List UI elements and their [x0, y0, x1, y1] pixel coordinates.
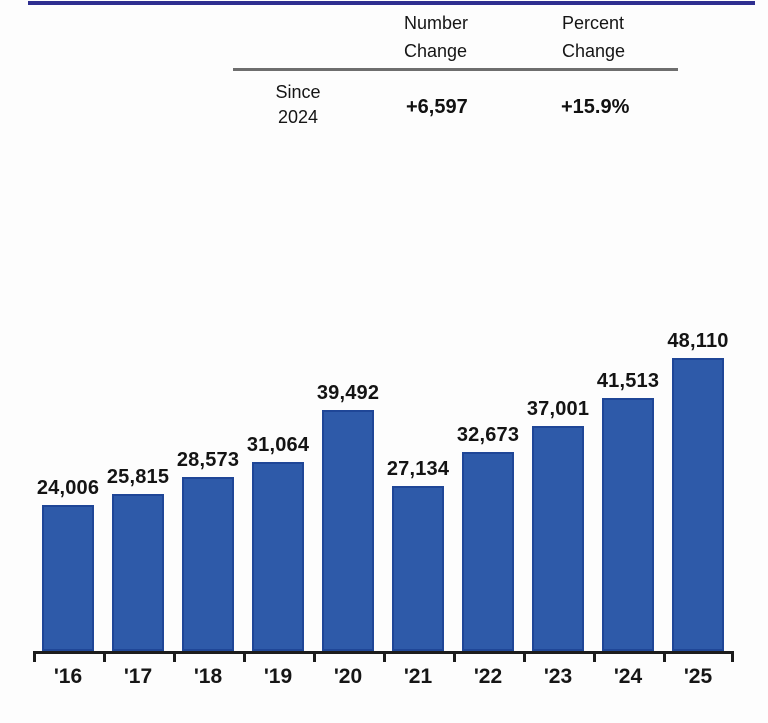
number-change-value: +6,597: [406, 96, 468, 118]
x-axis-year-label: '22: [473, 665, 503, 688]
x-axis-tick: [383, 653, 386, 662]
bar-value-label: 37,001: [526, 398, 590, 420]
bar-value-label: 31,064: [246, 434, 310, 456]
bar-value-label: 41,513: [596, 370, 660, 392]
bar-16: [42, 505, 94, 651]
bar-value-label: 25,815: [106, 466, 170, 488]
x-axis-tick: [103, 653, 106, 662]
x-axis-tick: [453, 653, 456, 662]
since-2024-row-label: Since 2024: [275, 82, 321, 127]
bar-value-label: 39,492: [316, 382, 380, 404]
bar-chart: 24,006 '16 25,815 '17 28,573 '18 31,064 '19 39,4…: [33, 330, 735, 700]
x-axis-year-label: '25: [683, 665, 713, 688]
x-axis-year-label: '16: [53, 665, 83, 688]
table-header-rule: [233, 68, 678, 71]
x-axis-year-label: '17: [123, 665, 153, 688]
x-axis-year-label: '21: [403, 665, 433, 688]
bar-24: [602, 398, 654, 651]
bar-23: [532, 426, 584, 651]
bar-21: [392, 486, 444, 651]
bar-value-label: 28,573: [176, 449, 240, 471]
bar-value-label: 48,110: [667, 330, 729, 352]
x-axis-tick: [313, 653, 316, 662]
x-axis-line: [33, 651, 734, 654]
percent-change-value: +15.9%: [561, 96, 630, 118]
x-axis-year-label: '24: [613, 665, 643, 688]
bar-17: [112, 494, 164, 651]
x-axis-tick: [243, 653, 246, 662]
x-axis-year-label: '20: [333, 665, 363, 688]
x-axis-year-label: '19: [263, 665, 293, 688]
bar-22: [462, 452, 514, 651]
bar-value-label: 27,134: [386, 458, 450, 480]
x-axis-tick: [33, 653, 36, 662]
bar-19: [252, 462, 304, 651]
bar-18: [182, 477, 234, 651]
x-axis-tick: [663, 653, 666, 662]
percent-change-column-header: Percent Change: [562, 13, 626, 61]
page-top-rule: [28, 1, 755, 5]
bar-25: [672, 358, 724, 651]
number-change-column-header: Number Change: [404, 13, 469, 61]
x-axis-tick: [523, 653, 526, 662]
bar-value-label: 24,006: [36, 477, 100, 499]
x-axis-tick: [731, 653, 734, 662]
x-axis-year-label: '23: [543, 665, 573, 688]
change-summary-table: Number Change Percent Change Since 2024 …: [0, 0, 768, 150]
x-axis-tick: [593, 653, 596, 662]
bar-value-label: 32,673: [456, 424, 520, 446]
bar-20: [322, 410, 374, 651]
x-axis-tick: [173, 653, 176, 662]
x-axis-year-label: '18: [193, 665, 223, 688]
